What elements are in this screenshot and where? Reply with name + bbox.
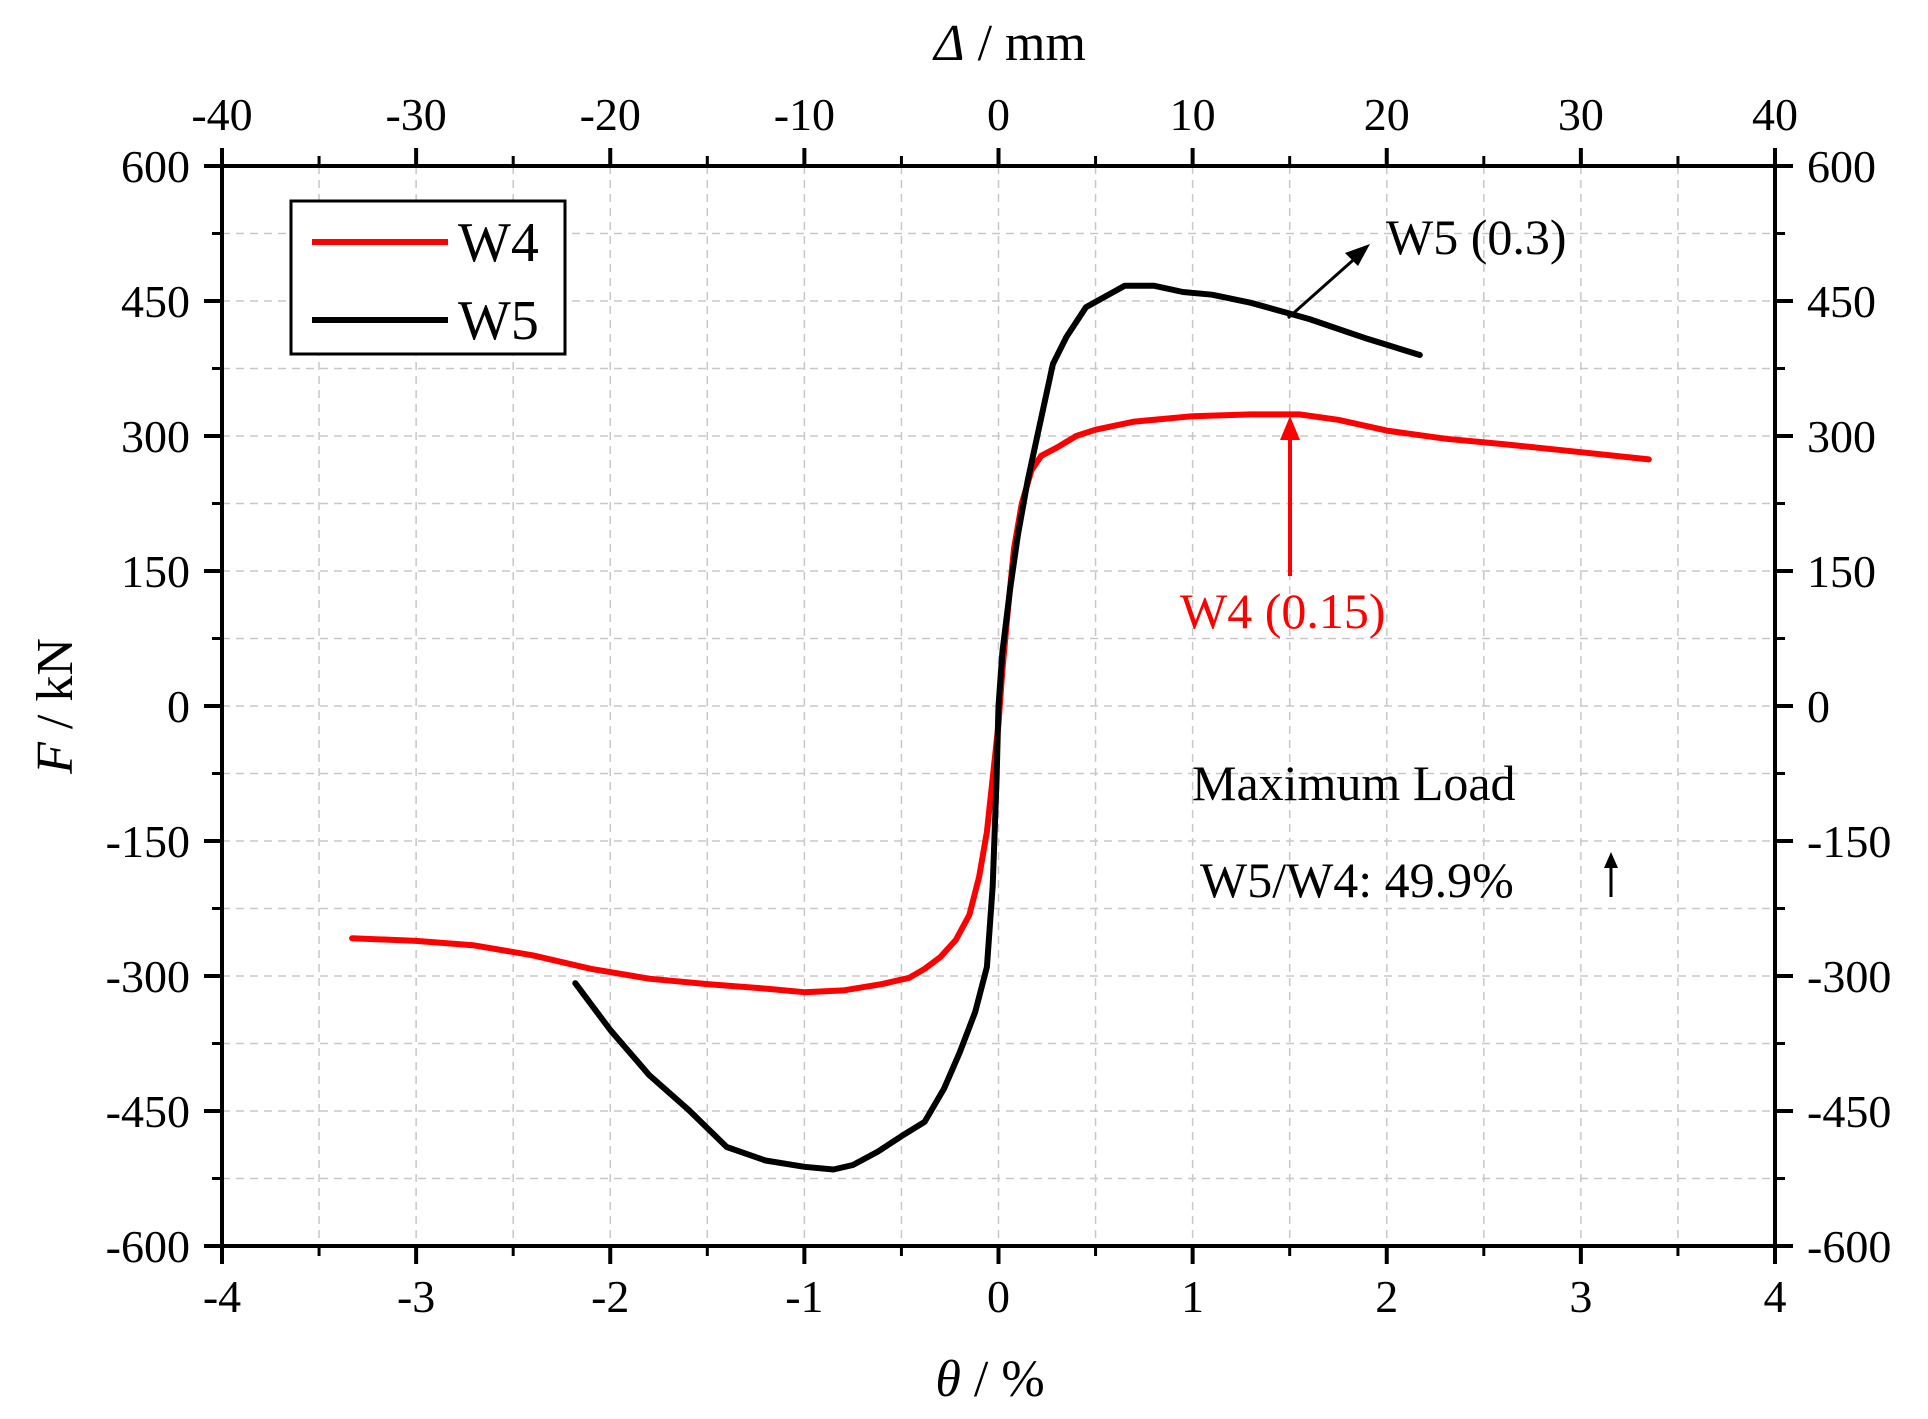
x-tick-label: 2 <box>1375 1271 1398 1322</box>
tick-labels: -4 -3 -2 -1 0 1 2 3 4-40 -30 -20 -10 0 10 20 30 40-600 -6… <box>106 89 1892 1322</box>
w5-peak-label: W5 (0.3) <box>1386 209 1567 265</box>
x2-tick-label: -20 <box>580 89 641 140</box>
y-tick-label-right: -450 <box>1807 1086 1891 1137</box>
x2-tick-label: -40 <box>191 89 252 140</box>
annotations: W5 (0.3) W4 (0.15) Maximum Load W5/W4: 4… <box>1180 209 1618 908</box>
x-tick-label: -4 <box>203 1271 241 1322</box>
x2-axis-title: Δ / mm <box>932 15 1086 72</box>
x2-tick-label: 10 <box>1170 89 1216 140</box>
y-tick-label-right: 450 <box>1807 276 1876 327</box>
series-layer <box>349 282 1652 1173</box>
y-tick-label-left: 600 <box>121 141 190 192</box>
x2-tick-label: 40 <box>1752 89 1798 140</box>
ticks <box>204 148 1793 1264</box>
y-tick-label-right: 300 <box>1807 411 1876 462</box>
increase-arrowhead <box>1604 852 1618 868</box>
x-tick-label: 1 <box>1181 1271 1204 1322</box>
y-tick-label-right: -600 <box>1807 1221 1891 1272</box>
x-tick-label: 4 <box>1764 1271 1787 1322</box>
legend-label-w4: W4 <box>458 212 539 274</box>
series-line-w5 <box>572 282 1423 1173</box>
x-tick-label: -3 <box>397 1271 435 1322</box>
x-tick-label: -1 <box>785 1271 823 1322</box>
y-tick-label-left: -150 <box>106 816 190 867</box>
y-tick-label-left: 450 <box>121 276 190 327</box>
w4-peak-label: W4 (0.15) <box>1180 583 1386 639</box>
y-tick-label-left: -300 <box>106 951 190 1002</box>
x-tick-label: 0 <box>987 1271 1010 1322</box>
y-tick-label-right: -300 <box>1807 951 1891 1002</box>
x-axis-title: θ / % <box>935 1351 1044 1408</box>
legend: W4 W5 <box>289 199 567 356</box>
legend-label-w5: W5 <box>458 290 539 352</box>
max-load-label: Maximum Load <box>1192 755 1516 811</box>
y-tick-label-left: 150 <box>121 546 190 597</box>
y-tick-label-right: -150 <box>1807 816 1891 867</box>
y-tick-label-right: 0 <box>1807 681 1830 732</box>
ratio-label: W5/W4: 49.9% <box>1200 852 1514 908</box>
x2-tick-label: 0 <box>987 89 1010 140</box>
y-tick-label-left: -600 <box>106 1221 190 1272</box>
x2-tick-label: 20 <box>1364 89 1410 140</box>
y-tick-label-left: -450 <box>106 1086 190 1137</box>
legend-box <box>289 199 567 356</box>
y-axis-title: F / kN <box>27 638 84 775</box>
y-tick-label-right: 600 <box>1807 141 1876 192</box>
x2-tick-label: -30 <box>385 89 446 140</box>
y-tick-label-left: 0 <box>167 681 190 732</box>
w5-peak-arrow <box>1287 252 1361 320</box>
y-tick-label-right: 150 <box>1807 546 1876 597</box>
y-tick-label-left: 300 <box>121 411 190 462</box>
x-tick-label: -2 <box>591 1271 629 1322</box>
x-tick-label: 3 <box>1569 1271 1592 1322</box>
x2-tick-label: -10 <box>774 89 835 140</box>
x2-tick-label: 30 <box>1558 89 1604 140</box>
w5-peak-arrowhead <box>1345 244 1370 266</box>
w4-peak-arrowhead <box>1280 416 1300 440</box>
